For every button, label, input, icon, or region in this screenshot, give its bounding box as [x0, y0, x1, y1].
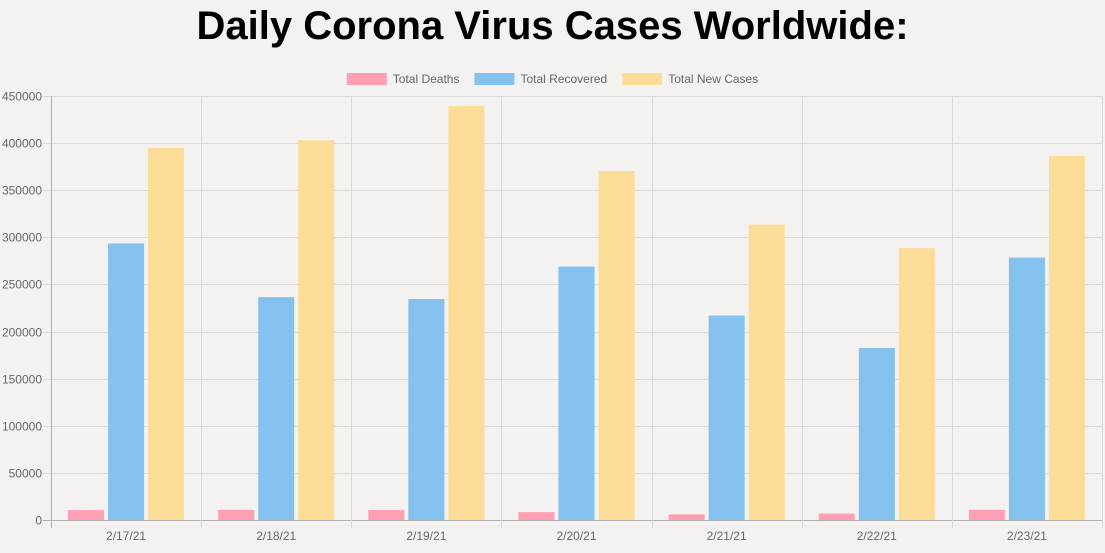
x-tick-label: 2/17/21 — [106, 529, 146, 543]
y-tick-label: 0 — [35, 514, 42, 528]
bar-total-new-cases[interactable] — [598, 170, 635, 520]
x-tick-label: 2/23/21 — [1007, 529, 1047, 543]
bar-total-deaths[interactable] — [518, 512, 555, 520]
bar-total-recovered[interactable] — [108, 243, 145, 521]
bar-total-recovered[interactable] — [408, 299, 445, 520]
legend-item[interactable]: Total Recovered — [474, 72, 607, 86]
x-tick-label: 2/22/21 — [857, 529, 897, 543]
bar-total-new-cases[interactable] — [748, 224, 785, 520]
legend-label: Total New Cases — [668, 72, 758, 86]
bar-total-deaths[interactable] — [668, 514, 705, 520]
y-tick-label: 200000 — [2, 326, 42, 340]
y-tick-label: 250000 — [2, 278, 42, 292]
bar-total-deaths[interactable] — [818, 513, 855, 520]
bar-total-recovered[interactable] — [558, 266, 595, 520]
bar-total-deaths[interactable] — [968, 509, 1005, 520]
bar-total-deaths[interactable] — [368, 510, 405, 520]
legend-swatch — [622, 73, 663, 85]
legend-swatch — [346, 73, 387, 85]
legend-label: Total Recovered — [520, 72, 607, 86]
chart-title: Daily Corona Virus Cases Worldwide: — [196, 4, 909, 48]
x-axis-ticks: 2/17/21 2/18/21 2/19/21 2/20/21 2/21/21 2/22/… — [106, 529, 1047, 543]
bar-total-deaths[interactable] — [68, 510, 105, 520]
bars — [68, 105, 1085, 521]
bar-total-new-cases[interactable] — [898, 248, 935, 520]
bar-total-new-cases[interactable] — [148, 147, 185, 521]
y-tick-label: 400000 — [2, 137, 42, 151]
bar-total-recovered[interactable] — [858, 348, 895, 520]
bar-total-deaths[interactable] — [218, 509, 255, 520]
bar-total-recovered[interactable] — [258, 297, 295, 520]
x-tick-label: 2/20/21 — [556, 529, 596, 543]
legend-label: Total Deaths — [393, 72, 460, 86]
x-tick-label: 2/18/21 — [256, 529, 296, 543]
y-tick-label: 150000 — [2, 373, 42, 387]
y-tick-label: 50000 — [9, 467, 43, 481]
legend-item[interactable]: Total New Cases — [622, 72, 758, 86]
y-tick-label: 350000 — [2, 184, 42, 198]
legend-item[interactable]: Total Deaths — [346, 72, 460, 86]
y-tick-label: 450000 — [2, 90, 42, 104]
legend-swatch — [474, 73, 515, 85]
legend: Total Deaths Total Recovered Total New Cas… — [346, 72, 758, 86]
x-tick-label: 2/21/21 — [707, 529, 747, 543]
bar-total-new-cases[interactable] — [298, 140, 335, 521]
bar-total-recovered[interactable] — [708, 315, 745, 520]
bar-total-new-cases[interactable] — [1048, 155, 1085, 520]
bar-total-recovered[interactable] — [1008, 257, 1045, 520]
x-tick-label: 2/19/21 — [406, 529, 446, 543]
y-tick-label: 100000 — [2, 420, 42, 434]
y-axis-ticks: 0 50000 100000 150000 200000 250000 300000 3500… — [2, 90, 42, 528]
bar-total-new-cases[interactable] — [448, 105, 485, 520]
y-tick-label: 300000 — [2, 231, 42, 245]
